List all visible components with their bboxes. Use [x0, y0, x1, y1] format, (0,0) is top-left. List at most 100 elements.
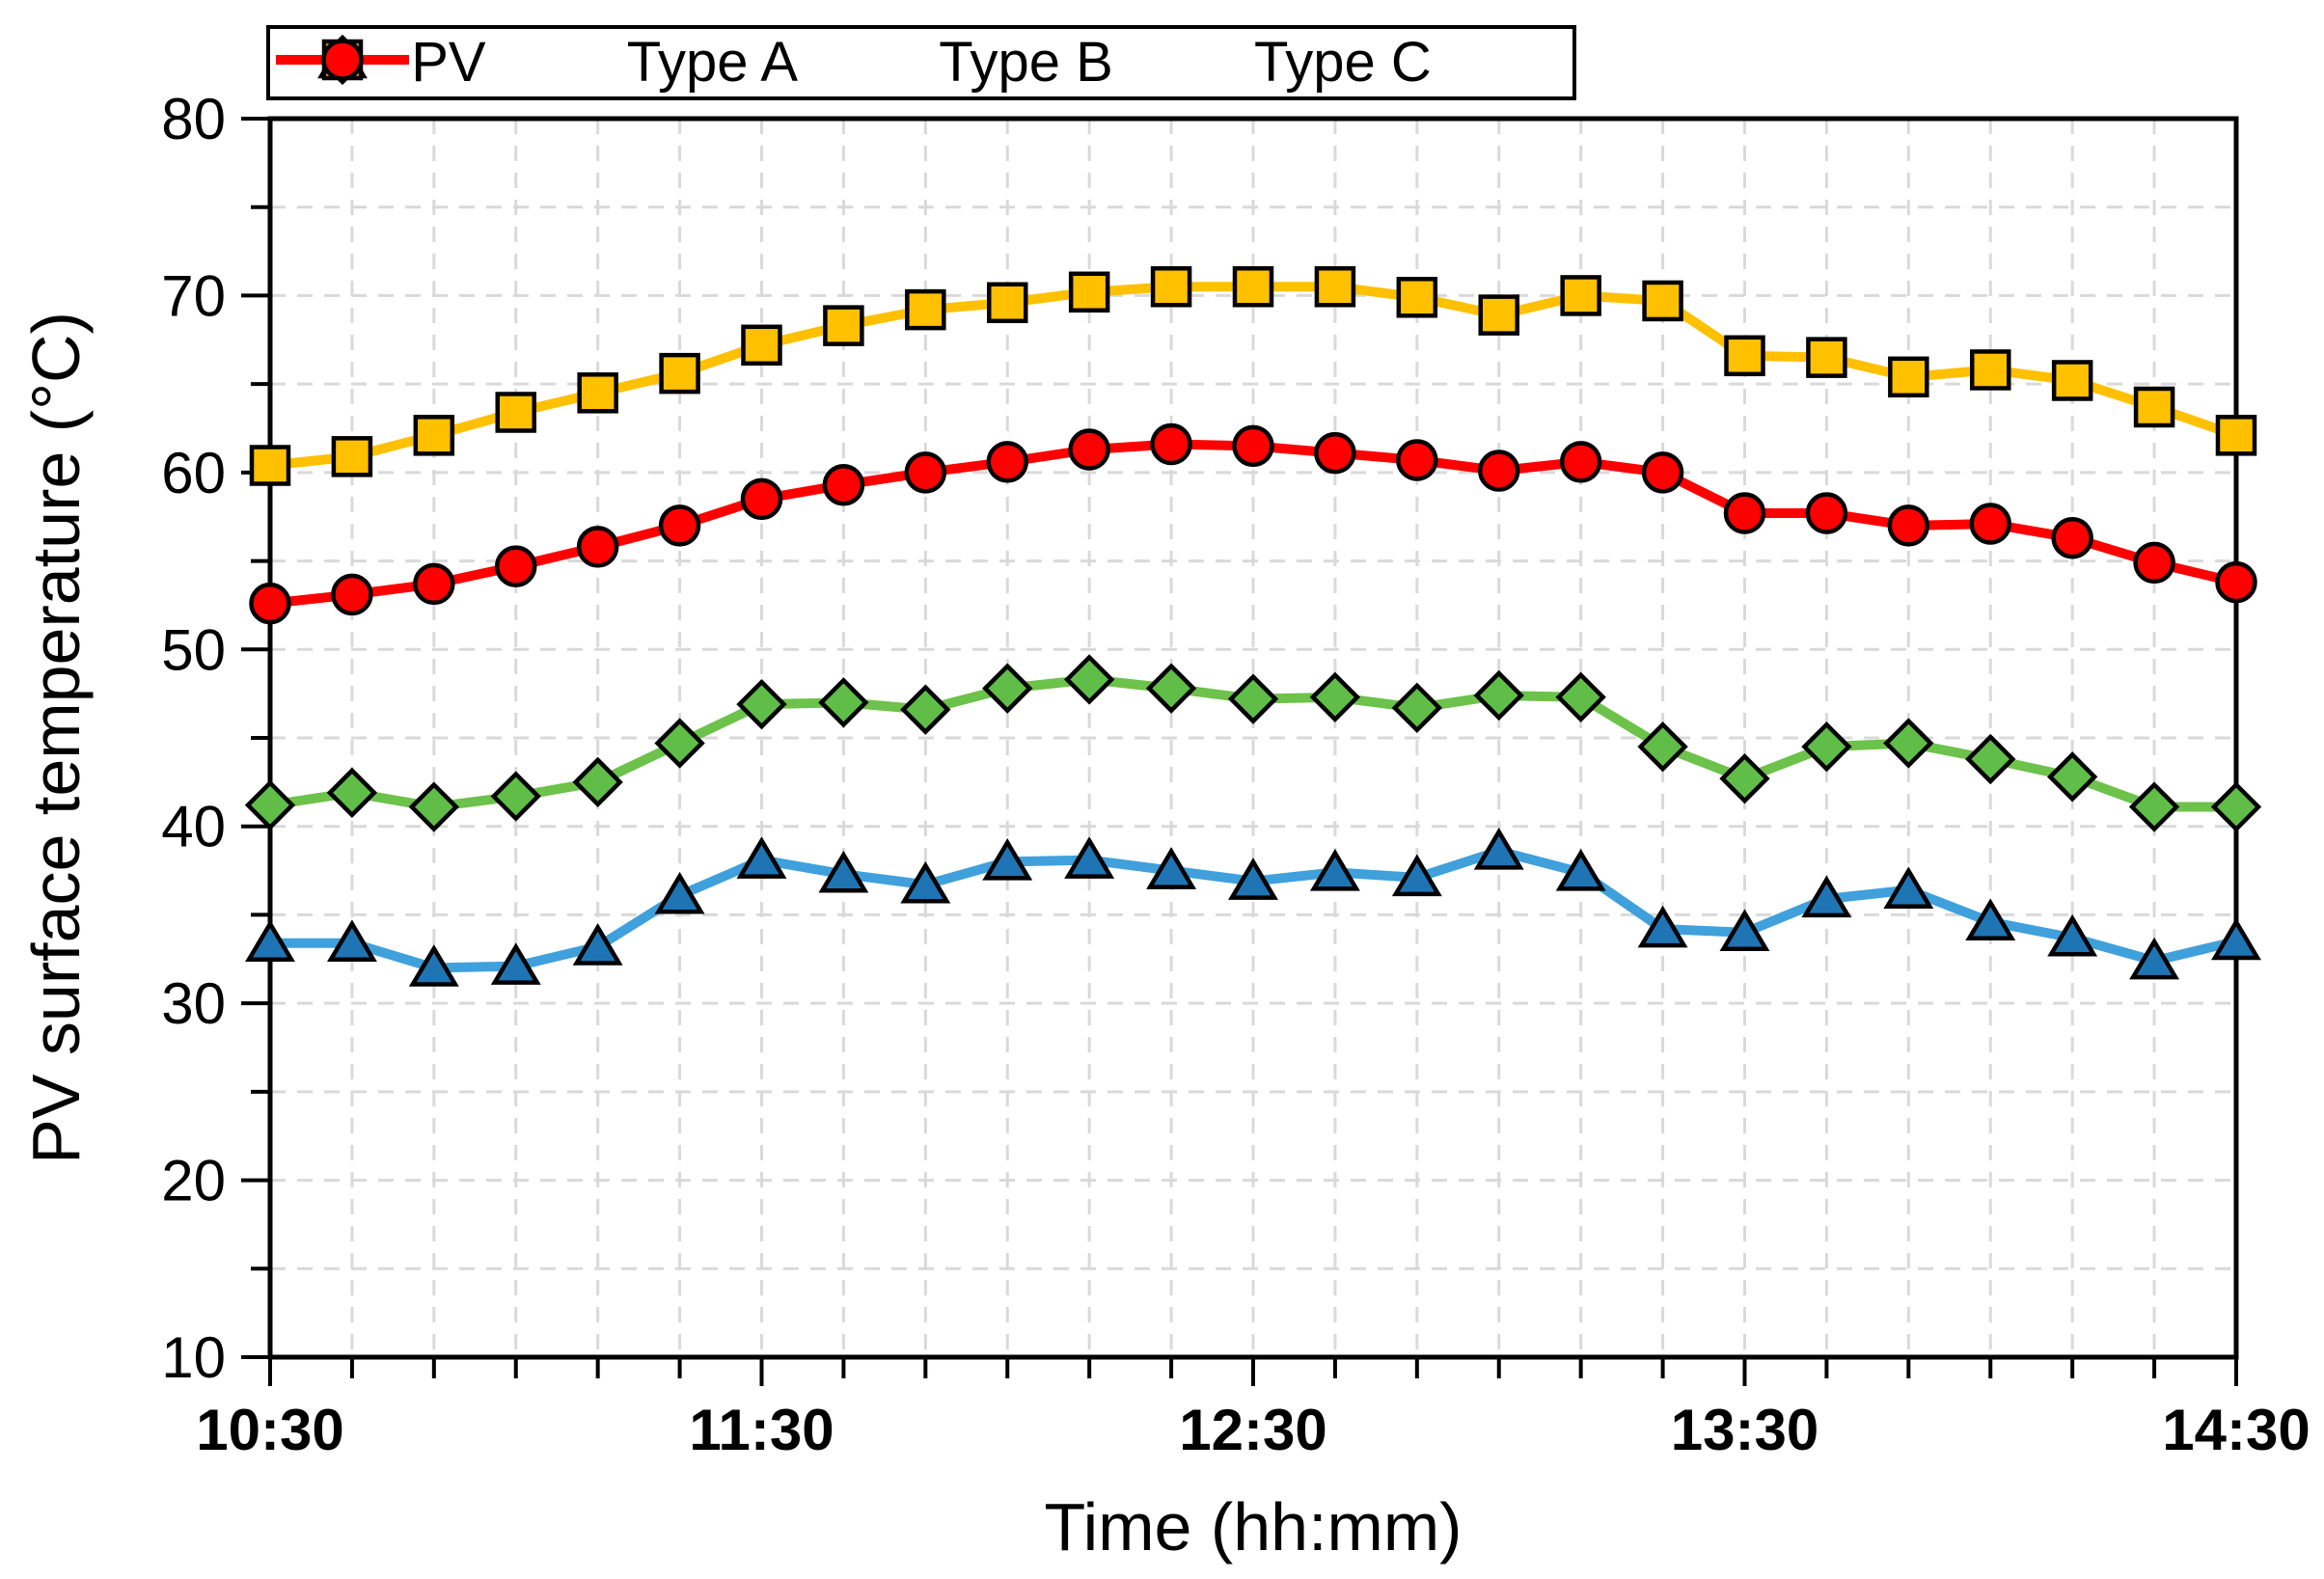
legend-item-type-b: Type B — [276, 31, 1113, 94]
circle-marker — [1150, 422, 1192, 466]
square-marker — [741, 324, 782, 367]
y-tick-label: 50 — [161, 617, 226, 682]
triangle-marker — [1637, 905, 1688, 948]
square-marker — [577, 372, 618, 414]
axis-ticks — [241, 117, 2238, 1386]
circle-marker — [1314, 431, 1356, 475]
triangle-marker — [1391, 854, 1442, 897]
circle-marker — [576, 526, 619, 568]
square-marker — [1806, 337, 1847, 378]
x-tick-label: 10:30 — [196, 1398, 343, 1462]
legend-label: PV — [411, 31, 486, 94]
diamond-marker — [1965, 733, 2016, 785]
triangle-marker — [2047, 913, 2098, 957]
legend-label: Type B — [939, 31, 1113, 94]
diamond-marker — [1719, 753, 1770, 804]
circle-marker — [249, 582, 291, 625]
diamond-marker — [2210, 781, 2262, 832]
x-tick-label: 12:30 — [1179, 1398, 1326, 1462]
triangle-marker — [1146, 847, 1197, 889]
square-marker — [987, 282, 1028, 324]
y-tick-label: 80 — [161, 87, 226, 151]
circle-marker — [1805, 492, 1848, 534]
square-marker — [823, 305, 864, 346]
triangle-marker — [245, 919, 295, 963]
triangle-marker — [900, 860, 951, 904]
square-marker — [1642, 280, 1683, 322]
circle-marker — [1068, 428, 1110, 471]
triangle-marker — [654, 871, 705, 914]
triangle-marker — [1555, 849, 1606, 891]
circle-marker — [658, 504, 701, 547]
y-tick-label: 20 — [161, 1149, 226, 1213]
diamond-marker — [326, 767, 378, 819]
diamond-marker — [900, 684, 951, 735]
square-marker — [1560, 275, 1601, 316]
square-marker — [2051, 360, 2093, 401]
x-tick-label: 13:30 — [1671, 1398, 1818, 1462]
triangle-marker — [736, 836, 787, 879]
x-tick-label: 14:30 — [2162, 1398, 2310, 1462]
diamond-marker — [1145, 663, 1197, 714]
circle-marker — [321, 39, 364, 81]
square-marker — [2215, 415, 2257, 456]
series-type-a — [245, 827, 2261, 987]
y-tick-label: 70 — [161, 263, 226, 328]
circle-marker — [1559, 441, 1602, 483]
square-marker — [659, 352, 700, 395]
diamond-marker — [1063, 654, 1115, 705]
y-tick-label: 40 — [161, 795, 226, 859]
circle-legend-marker-icon — [276, 39, 409, 81]
diamond-marker — [1473, 669, 1524, 721]
triangle-marker — [1064, 836, 1115, 879]
diamond-marker — [490, 771, 541, 822]
square-marker — [1068, 271, 1110, 313]
square-marker — [1396, 277, 1438, 318]
diamond-marker — [1391, 682, 1443, 733]
diamond-marker — [736, 678, 787, 730]
circle-marker — [1641, 451, 1684, 494]
diamond-marker — [1555, 671, 1606, 722]
legend-label: Type C — [1254, 31, 1432, 94]
legend-label: Type A — [626, 31, 799, 94]
circle-marker — [331, 573, 373, 616]
tick-labels: 10 20 30 40 50 60 70 80 10:30 11:30 12:30 13:30 14:3… — [161, 87, 2310, 1462]
series-type-b — [249, 266, 2257, 486]
diamond-marker — [1883, 718, 1934, 769]
triangle-marker — [1965, 898, 2016, 941]
diamond-marker — [1801, 721, 1852, 773]
diamond-marker — [1227, 673, 1279, 724]
circle-marker — [1478, 449, 1520, 492]
x-tick-label: 11:30 — [689, 1398, 834, 1462]
square-marker — [1232, 266, 1274, 308]
triangle-marker — [408, 944, 459, 987]
triangle-marker — [1309, 849, 1360, 891]
series-type-c — [249, 422, 2257, 625]
triangle-marker — [982, 837, 1033, 881]
circle-marker — [1723, 492, 1766, 534]
y-tick-label: 10 — [161, 1325, 226, 1390]
square-marker — [1888, 356, 1929, 398]
diamond-marker — [654, 718, 705, 769]
legend-item-pv: PV — [276, 31, 486, 94]
triangle-marker — [1719, 909, 1770, 952]
series-pv — [244, 654, 2262, 832]
square-marker — [495, 392, 536, 433]
triangle-marker — [1883, 866, 1934, 909]
circle-marker — [495, 545, 537, 587]
square-marker — [331, 436, 373, 477]
x-axis-title: Time (hh:mm) — [1044, 1489, 1463, 1565]
triangle-marker — [2211, 917, 2261, 961]
legend: PV Type A Type B Type C — [266, 25, 1576, 100]
y-tick-label: 30 — [161, 971, 226, 1036]
square-marker — [1724, 335, 1765, 377]
diamond-marker — [2128, 781, 2180, 832]
square-marker — [1478, 294, 1519, 336]
triangle-marker — [572, 923, 623, 966]
legend-item-type-c: Type C — [276, 31, 1432, 94]
triangle-marker — [1801, 875, 1852, 918]
diamond-marker — [1637, 721, 1688, 773]
square-marker — [905, 288, 946, 331]
